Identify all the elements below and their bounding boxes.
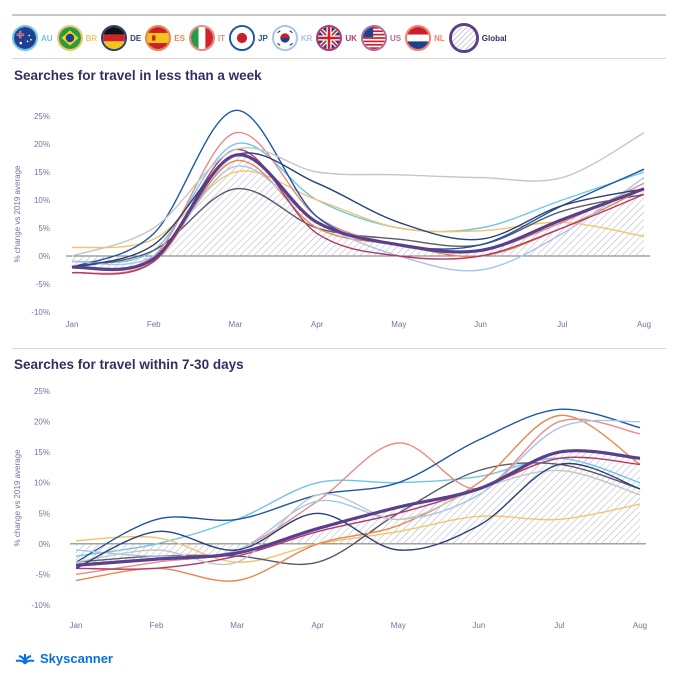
legend-code: BR — [85, 33, 98, 43]
y-tick-label: 25% — [34, 387, 50, 396]
legend-code: DE — [130, 33, 142, 43]
x-tick-label: Apr — [311, 621, 324, 630]
x-tick-label: May — [391, 621, 406, 630]
es-flag-icon — [145, 25, 172, 51]
jp-flag-icon — [229, 25, 256, 51]
legend-code: IT — [217, 33, 226, 43]
x-tick-label: Jan — [70, 621, 83, 630]
series-line-nl — [71, 152, 645, 268]
y-tick-label: 20% — [34, 418, 50, 427]
y-tick-label: 25% — [34, 112, 50, 121]
legend-item-global: Global — [448, 23, 507, 53]
x-tick-label: Mar — [229, 320, 243, 329]
series-line-kr — [75, 419, 641, 558]
legend-code: UK — [345, 33, 357, 43]
global-flag-icon — [448, 23, 479, 53]
chart2-title: Searches for travel within 7-30 days — [14, 357, 244, 372]
legend-item-es: ES — [145, 25, 185, 51]
legend-item-de: DE — [101, 25, 141, 51]
series-line-uk — [75, 456, 641, 570]
chart-2: 25% 20% 15% 10% 5% 0% -5% -10% % change vs 2019 … — [13, 387, 647, 630]
y-tick-label: 20% — [34, 140, 50, 149]
series-line-br — [75, 503, 641, 563]
de-flag-icon — [101, 25, 128, 51]
y-axis-title: % change vs 2019 average — [13, 449, 22, 547]
series-line-it — [75, 418, 641, 576]
legend-code: ES — [174, 33, 185, 43]
chart-1: 25% 20% 15% 10% 5% 0% -5% -10% % change vs 2019 … — [13, 109, 651, 329]
uk-flag-icon — [316, 25, 343, 51]
y-tick-label: -10% — [31, 308, 50, 317]
nl-flag-icon — [405, 25, 432, 51]
legend-item-us: US — [360, 25, 402, 51]
legend-item-uk: UK — [316, 25, 357, 51]
y-tick-label: -5% — [36, 570, 50, 579]
legend-item-kr: KR — [271, 25, 313, 51]
au-flag-icon — [12, 25, 38, 51]
legend-item-nl: NL — [405, 25, 445, 51]
y-tick-label: -5% — [36, 280, 50, 289]
global-area — [76, 450, 640, 566]
y-tick-label: 10% — [34, 196, 50, 205]
it-flag-icon — [188, 25, 215, 51]
chart1-title: Searches for travel in less than a week — [14, 68, 262, 83]
y-tick-label: 5% — [38, 509, 50, 518]
series-line-us — [71, 132, 645, 257]
series-line-jp — [75, 408, 641, 563]
series-line-nl — [75, 462, 641, 569]
x-tick-label: Aug — [637, 320, 651, 329]
us-flag-icon — [360, 25, 387, 51]
y-tick-label: -10% — [31, 601, 50, 610]
legend-code: US — [389, 33, 402, 43]
legend-code: NL — [434, 33, 445, 43]
br-flag-icon — [56, 25, 83, 51]
legend-item-au: AU — [12, 25, 53, 51]
x-tick-label: Jul — [557, 320, 567, 329]
legend-item-it: IT — [188, 25, 226, 51]
legend-code: JP — [258, 33, 268, 43]
legend: AU BR DE ES IT JP KR UK US NL Global — [12, 21, 672, 55]
brand-name: Skyscanner — [40, 650, 113, 666]
y-tick-label: 15% — [34, 168, 50, 177]
x-tick-label: Jun — [472, 621, 485, 630]
x-tick-label: May — [391, 320, 406, 329]
y-tick-label: 15% — [34, 448, 50, 457]
x-tick-label: Jun — [474, 320, 487, 329]
x-tick-label: Apr — [311, 320, 324, 329]
kr-flag-icon — [271, 25, 298, 51]
y-axis-title: % change vs 2019 average — [13, 165, 22, 263]
top-divider — [12, 14, 666, 16]
series-line-global — [75, 449, 641, 567]
x-tick-label: Feb — [150, 621, 164, 630]
brand-logo: Skyscanner — [14, 650, 113, 666]
legend-code: AU — [41, 33, 53, 43]
series-line-us — [75, 469, 641, 566]
legend-item-jp: JP — [229, 25, 268, 51]
skyscanner-sunrise-icon — [15, 654, 35, 665]
y-tick-label: 10% — [34, 479, 50, 488]
y-tick-label: 0% — [38, 540, 50, 549]
y-tick-label: 5% — [38, 224, 50, 233]
x-tick-label: Mar — [230, 621, 244, 630]
x-tick-label: Jul — [554, 621, 564, 630]
series-line-global — [71, 153, 645, 272]
series-line-au — [75, 457, 641, 557]
legend-code: KR — [300, 33, 313, 43]
x-tick-label: Feb — [147, 320, 161, 329]
legend-code: Global — [481, 33, 507, 43]
series-line-it — [71, 132, 645, 270]
series-line-au — [71, 142, 645, 264]
series-line-es — [75, 414, 641, 582]
chart-divider — [12, 348, 666, 349]
legend-divider — [12, 58, 666, 59]
x-tick-label: Jan — [66, 320, 79, 329]
legend-item-br: BR — [56, 25, 98, 51]
y-tick-label: 0% — [38, 252, 50, 261]
x-tick-label: Aug — [633, 621, 647, 630]
